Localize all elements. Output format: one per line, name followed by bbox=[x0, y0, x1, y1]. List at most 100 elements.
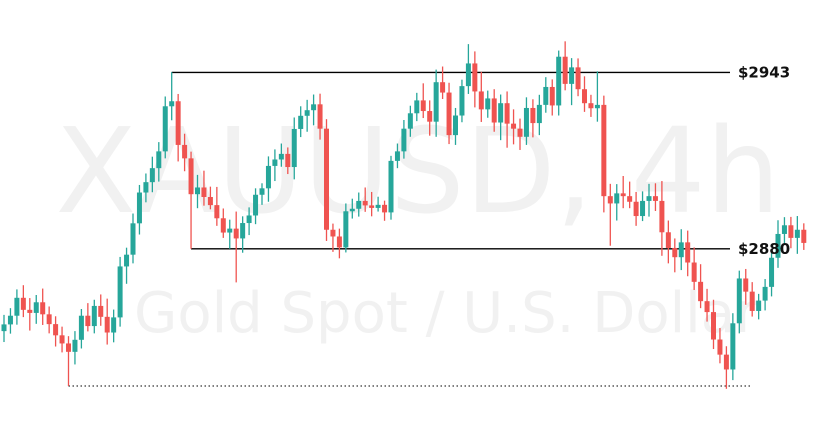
candle-body-down bbox=[59, 335, 65, 344]
candle-body-up bbox=[543, 86, 549, 105]
candle bbox=[769, 250, 775, 297]
level-labels: $2943 $2880 bbox=[738, 63, 790, 257]
candle bbox=[233, 211, 239, 283]
candle bbox=[569, 58, 575, 106]
candle bbox=[736, 270, 742, 334]
candle bbox=[349, 198, 355, 219]
candle bbox=[246, 207, 252, 236]
candle-body-down bbox=[285, 153, 291, 168]
candle bbox=[85, 303, 91, 332]
candle-body-down bbox=[717, 339, 723, 355]
candlestick-series bbox=[1, 41, 807, 389]
candle bbox=[665, 220, 671, 264]
candle-body-up bbox=[407, 113, 413, 129]
candle-body-down bbox=[530, 107, 536, 124]
candle-body-down bbox=[85, 315, 91, 327]
candle bbox=[343, 203, 349, 253]
candle-body-up bbox=[678, 242, 684, 258]
candle-body-up bbox=[78, 315, 84, 340]
candle bbox=[672, 238, 678, 273]
candle bbox=[414, 92, 420, 122]
candle-body-up bbox=[569, 67, 575, 84]
candle bbox=[640, 191, 646, 222]
candle bbox=[582, 76, 587, 112]
candle-body-up bbox=[556, 56, 562, 106]
candle-body-down bbox=[66, 343, 71, 352]
candle-body-up bbox=[614, 193, 620, 204]
candle-body-up bbox=[343, 211, 349, 248]
candle bbox=[633, 191, 639, 226]
candle bbox=[369, 191, 375, 217]
candle-body-up bbox=[375, 204, 381, 208]
candle bbox=[278, 143, 284, 167]
watermark-description: Gold Spot / U.S. Dollar bbox=[134, 281, 759, 346]
candle bbox=[169, 72, 175, 121]
candle bbox=[175, 93, 181, 162]
candle-body-up bbox=[156, 151, 162, 169]
candle bbox=[207, 186, 213, 210]
candle bbox=[794, 216, 800, 254]
candle bbox=[775, 220, 781, 268]
candle bbox=[717, 328, 723, 364]
candle bbox=[523, 97, 529, 145]
candle bbox=[227, 219, 233, 249]
candle bbox=[143, 173, 149, 203]
candle-body-up bbox=[195, 187, 200, 195]
candle bbox=[556, 50, 562, 116]
candle bbox=[7, 308, 13, 334]
level-label-2943: $2943 bbox=[738, 63, 790, 81]
candle-body-up bbox=[594, 104, 600, 109]
candle-body-up bbox=[388, 160, 394, 213]
candle bbox=[117, 256, 123, 327]
candle bbox=[601, 95, 607, 213]
candle-body-up bbox=[646, 196, 652, 201]
candle bbox=[111, 309, 117, 343]
candle bbox=[214, 186, 220, 226]
candle bbox=[530, 99, 536, 138]
candle-body-up bbox=[356, 200, 362, 209]
candle-body-down bbox=[207, 197, 213, 206]
candle bbox=[781, 217, 787, 244]
candle-body-up bbox=[227, 228, 233, 233]
candle-body-down bbox=[743, 278, 749, 292]
candle bbox=[195, 174, 200, 209]
candle bbox=[453, 107, 458, 145]
candle bbox=[91, 299, 97, 334]
candle-body-up bbox=[311, 104, 317, 111]
candle-body-down bbox=[362, 200, 368, 206]
candle bbox=[253, 188, 259, 225]
candle-body-down bbox=[517, 128, 523, 137]
candle bbox=[446, 82, 452, 145]
candle-body-down bbox=[336, 236, 342, 248]
candle-body-up bbox=[265, 165, 271, 189]
candle-body-down bbox=[659, 200, 665, 233]
candle-body-down bbox=[491, 98, 497, 123]
candle-body-up bbox=[291, 128, 297, 168]
candle-body-down bbox=[220, 218, 226, 233]
candle-body-down bbox=[201, 187, 207, 197]
candle-body-down bbox=[562, 56, 568, 84]
candle bbox=[46, 306, 52, 334]
candle bbox=[440, 66, 446, 99]
candle bbox=[465, 44, 471, 94]
candle-body-up bbox=[14, 297, 20, 316]
candle-body-up bbox=[781, 225, 787, 234]
candle bbox=[240, 216, 246, 253]
candle-body-down bbox=[478, 91, 484, 110]
candle-body-down bbox=[427, 111, 433, 122]
candle bbox=[504, 91, 510, 148]
candle-body-down bbox=[607, 196, 613, 204]
candle-body-down bbox=[582, 89, 587, 104]
candle-body-up bbox=[536, 104, 542, 124]
candle-body-up bbox=[394, 151, 400, 161]
candle bbox=[743, 268, 749, 305]
candle bbox=[498, 94, 504, 141]
candle-body-down bbox=[672, 247, 678, 258]
candle bbox=[20, 285, 26, 318]
candle bbox=[317, 93, 323, 140]
candle bbox=[478, 71, 484, 122]
candle bbox=[362, 187, 368, 212]
candle-body-down bbox=[472, 63, 478, 92]
candle-body-up bbox=[240, 223, 246, 239]
